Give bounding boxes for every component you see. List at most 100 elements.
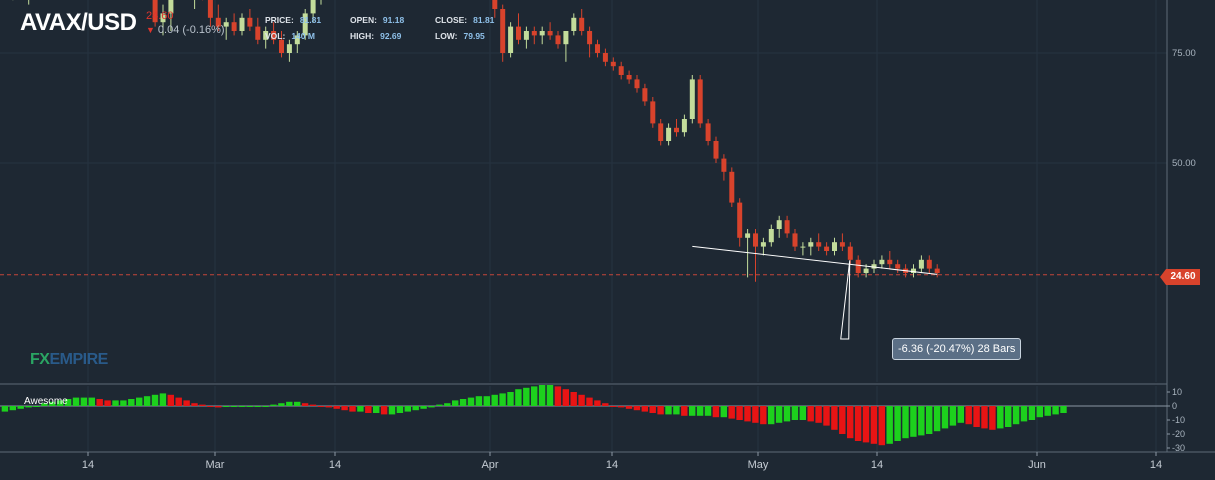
awesome-bar bbox=[207, 406, 214, 407]
awesome-bar bbox=[957, 406, 964, 423]
awesome-bar bbox=[278, 403, 285, 406]
awesome-bar bbox=[41, 403, 48, 406]
candle bbox=[160, 13, 166, 23]
awesome-bar bbox=[815, 406, 822, 423]
awesome-bar bbox=[151, 394, 159, 406]
awesome-bar bbox=[602, 403, 609, 406]
stat-value: 81.81 bbox=[473, 15, 495, 25]
awesome-bar bbox=[918, 406, 925, 436]
awesome-bar bbox=[262, 406, 269, 407]
stat-value: 81.81 bbox=[299, 15, 322, 25]
candle bbox=[247, 17, 253, 27]
awesome-bar bbox=[325, 406, 332, 408]
awesome-bar bbox=[57, 400, 64, 406]
awesome-bar bbox=[523, 387, 530, 406]
chart-header: AVAX/USD 24.60 ▼ 0.04 (-0.16%) PRICE: 81.8… bbox=[0, 0, 520, 48]
awesome-bar bbox=[617, 406, 625, 408]
candle bbox=[168, 0, 174, 14]
candle bbox=[231, 22, 237, 31]
candle bbox=[310, 0, 316, 14]
candle bbox=[674, 127, 679, 133]
current-price-tag: 24.60 bbox=[1160, 269, 1200, 285]
candle bbox=[602, 53, 608, 62]
awesome-bar bbox=[689, 406, 696, 416]
candle bbox=[911, 268, 916, 273]
candle bbox=[286, 44, 292, 53]
logo-empire: EMPIRE bbox=[49, 351, 108, 368]
awesome-bar bbox=[17, 406, 24, 409]
candle bbox=[792, 233, 798, 247]
awesome-bar bbox=[491, 394, 498, 406]
price-tag-shape bbox=[1160, 269, 1200, 285]
indicator-label: Awesome bbox=[24, 396, 68, 407]
trendline-measure-label[interactable]: -6.36 (-20.47%) 28 Bars bbox=[892, 338, 1022, 360]
awesome-bar bbox=[854, 406, 862, 441]
candle bbox=[879, 259, 885, 265]
awesome-bar bbox=[736, 406, 743, 420]
candle bbox=[666, 127, 672, 141]
time-axis-tick: 14 bbox=[1150, 459, 1162, 471]
candle bbox=[610, 61, 616, 67]
awesome-bar bbox=[444, 403, 451, 406]
awesome-bar bbox=[357, 406, 364, 412]
awesome-bar bbox=[25, 406, 32, 408]
candle bbox=[539, 31, 545, 36]
candle bbox=[302, 13, 308, 36]
awesome-bar bbox=[1012, 406, 1020, 425]
candle bbox=[729, 171, 735, 203]
awesome-bar bbox=[878, 406, 885, 446]
awesome-bar bbox=[775, 406, 783, 423]
awesome-bar bbox=[831, 406, 838, 430]
candle bbox=[926, 259, 932, 269]
candle bbox=[658, 123, 664, 141]
awesome-bar bbox=[365, 406, 372, 413]
candle bbox=[271, 31, 277, 40]
awesome-bar bbox=[301, 403, 309, 406]
awesome-bar bbox=[783, 406, 791, 422]
price-change-value: 0.04 (-0.16%) bbox=[157, 24, 225, 36]
candle bbox=[618, 66, 624, 75]
awesome-bar bbox=[839, 406, 846, 434]
awesome-bar bbox=[420, 406, 427, 409]
price-tag-value: 24.60 bbox=[1170, 271, 1196, 282]
awesome-bar bbox=[720, 406, 727, 418]
time-axis-tick: Apr bbox=[481, 459, 498, 471]
awesome-bar bbox=[1028, 406, 1036, 420]
awesome-axis-tick: 10 bbox=[1172, 387, 1182, 397]
awesome-bar bbox=[847, 406, 854, 439]
awesome-bar bbox=[681, 406, 688, 416]
awesome-bar bbox=[120, 400, 127, 406]
awesome-bar bbox=[380, 406, 388, 415]
trendline-pointer bbox=[840, 260, 851, 340]
awesome-bar bbox=[1044, 406, 1051, 416]
candle bbox=[207, 0, 213, 18]
awesome-bar bbox=[744, 406, 751, 422]
awesome-bar bbox=[807, 406, 814, 422]
candle bbox=[587, 31, 593, 45]
awesome-bar bbox=[728, 406, 735, 419]
awesome-bar bbox=[926, 406, 933, 434]
candle bbox=[713, 141, 719, 159]
stat-label: VOL: bbox=[265, 31, 286, 41]
candle bbox=[547, 31, 553, 36]
candle bbox=[215, 17, 221, 27]
stat-high: HIGH: 92.69 bbox=[350, 31, 401, 41]
awesome-bar bbox=[1060, 406, 1067, 413]
stat-label: LOW: bbox=[435, 31, 458, 41]
price-axis-tick: 75.00 bbox=[1172, 48, 1196, 59]
time-axis-tick: 14 bbox=[329, 459, 341, 471]
candle bbox=[642, 88, 648, 102]
awesome-bar bbox=[128, 399, 135, 406]
candle bbox=[152, 0, 158, 23]
symbol-title: AVAX/USD bbox=[20, 9, 137, 36]
price-axis-tick: 50.00 bbox=[1172, 158, 1196, 169]
awesome-bar bbox=[499, 393, 506, 406]
awesome-bar bbox=[965, 406, 972, 425]
awesome-bar bbox=[531, 386, 538, 406]
awesome-bar bbox=[649, 406, 656, 413]
awesome-bar bbox=[768, 406, 775, 425]
awesome-bar bbox=[799, 406, 806, 420]
awesome-bar bbox=[412, 406, 419, 411]
